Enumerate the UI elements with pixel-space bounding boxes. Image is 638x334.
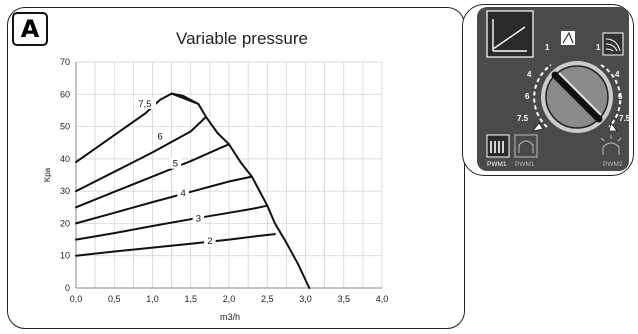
x-tick-label: 3,5 — [337, 294, 350, 304]
x-tick-label: 1,0 — [146, 294, 159, 304]
curve-label-bg — [177, 185, 189, 198]
solar-pwm1-icon[interactable] — [514, 134, 538, 158]
dial-label-1-right: 1 — [596, 43, 601, 52]
panel-badge: A — [12, 12, 48, 46]
dial-label-7.5-left: 7.5 — [517, 114, 529, 123]
curve-label-bg — [204, 234, 216, 247]
curve-max — [170, 92, 311, 289]
radiator-pwm1-icon[interactable] — [486, 134, 510, 158]
x-tick-label: 0,0 — [70, 294, 83, 304]
right-scale-arc — [600, 64, 622, 128]
y-tick-label: 70 — [60, 57, 70, 67]
curve-label-bg — [169, 156, 182, 169]
curve-3 — [75, 204, 269, 241]
curve-6 — [75, 115, 207, 193]
x-axis-label: m3/h — [220, 312, 240, 322]
mode-label-pwm1-active: PWM1 — [487, 161, 507, 168]
y-tick-label: 30 — [60, 186, 70, 196]
y-tick-label: 60 — [60, 89, 70, 99]
dial-label-6-right: 6 — [618, 92, 623, 101]
y-tick-label: 40 — [60, 154, 70, 164]
left-pointer — [532, 122, 544, 132]
selector-knob[interactable] — [541, 61, 613, 133]
curve-label: 7,5 — [138, 99, 151, 110]
curve-label: 5 — [173, 159, 178, 170]
curve-5 — [75, 143, 230, 209]
dial-label-1-left: 1 — [545, 43, 550, 52]
y-axis-label: Kpa — [43, 167, 52, 182]
dial-label-6-left: 6 — [525, 92, 530, 101]
mode-label-pwm1: PWM1 — [515, 161, 535, 168]
y-tick-label: 20 — [60, 218, 70, 228]
x-tick-label: 0,5 — [108, 294, 121, 304]
curve-2 — [75, 233, 276, 257]
y-tick-label: 50 — [60, 122, 70, 132]
auto-mode-icon[interactable] — [561, 31, 575, 45]
x-tick-label: 3,0 — [299, 294, 312, 304]
grid-lines — [75, 61, 383, 289]
controller-illustration: 1 1 4 4 6 6 7.5 7.5 PWM1 PWM1 PWM2 — [477, 7, 631, 171]
mode-label-pwm2: PWM2 — [603, 161, 623, 168]
x-tick-label: 2,5 — [261, 294, 274, 304]
constant-pressure-mode-icon[interactable] — [602, 32, 624, 56]
curve-labels: 7,5 6 5 4 32 — [133, 96, 216, 247]
curve-label: 2 — [207, 236, 212, 247]
curve-label: 4 — [180, 188, 185, 199]
variable-pressure-mode-icon[interactable] — [486, 10, 534, 58]
left-scale-arc — [533, 64, 552, 128]
chart-title: Variable pressure — [176, 29, 308, 48]
dial-label-7.5-right: 7.5 — [619, 114, 631, 123]
pump-controller-inset: 1 1 4 4 6 6 7.5 7.5 PWM1 PWM1 PWM2 — [462, 4, 634, 176]
curve-label-bg — [154, 129, 166, 142]
x-tick-label: 2,0 — [223, 294, 236, 304]
x-tick-label: 4,0 — [376, 294, 389, 304]
dial-label-4-left: 4 — [527, 70, 532, 79]
x-tick-label: 1,5 — [184, 294, 197, 304]
curve-label: 6 — [158, 131, 163, 142]
axis-ticks: 0,0 0,5 1,0 1,5 2,0 2,5 3,0 3,5 4,0 0 10 20 30 40 50 60… — [60, 57, 388, 304]
y-tick-label: 10 — [60, 251, 70, 261]
curve-4 — [75, 175, 253, 225]
chart-panel: A — [7, 7, 465, 329]
y-tick-label: 0 — [65, 283, 70, 293]
solar-pwm2-icon[interactable] — [600, 135, 622, 155]
curve-label-bg — [133, 96, 157, 109]
right-pointer — [608, 122, 618, 132]
curve-label: 3 — [196, 214, 201, 225]
curve-label-bg — [192, 211, 205, 224]
dial-label-4-right: 4 — [615, 70, 620, 79]
